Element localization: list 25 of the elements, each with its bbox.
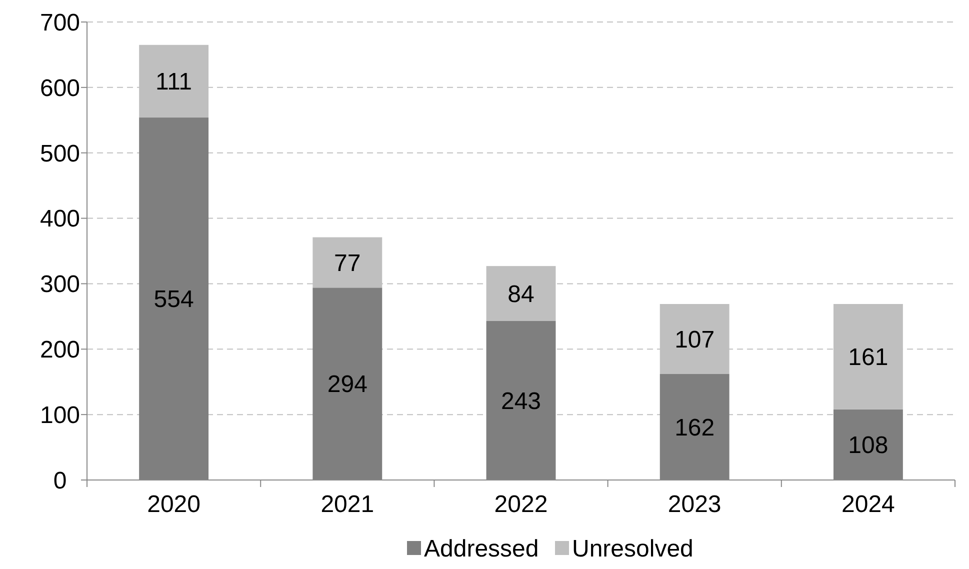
y-tick-label: 300 [40,271,80,298]
legend-label: Unresolved [572,535,694,562]
y-tick-label: 600 [40,74,80,102]
data-label: 243 [500,388,542,415]
data-label: 111 [156,68,192,96]
data-label: 161 [848,344,888,372]
x-tick-label: 2023 [668,491,722,518]
x-tick-label: 2024 [842,491,895,518]
data-label: 84 [508,280,534,308]
data-label: 107 [674,326,715,354]
data-label: 554 [154,286,194,314]
data-label: 108 [848,432,888,460]
x-tick-label: 2020 [147,491,200,518]
y-tick-label: 400 [40,206,80,233]
y-tick-label: 500 [40,140,80,168]
data-label: 162 [674,414,715,442]
y-tick-label: 700 [40,9,80,36]
data-label: 294 [327,371,368,398]
legend-label: Addressed [424,535,539,562]
y-tick-label: 100 [40,402,80,429]
x-tick-label: 2022 [494,491,548,518]
x-tick-label: 2021 [320,491,374,518]
y-tick-label: 200 [40,336,80,364]
data-label: 77 [334,250,361,277]
y-tick-label: 0 [53,467,67,494]
